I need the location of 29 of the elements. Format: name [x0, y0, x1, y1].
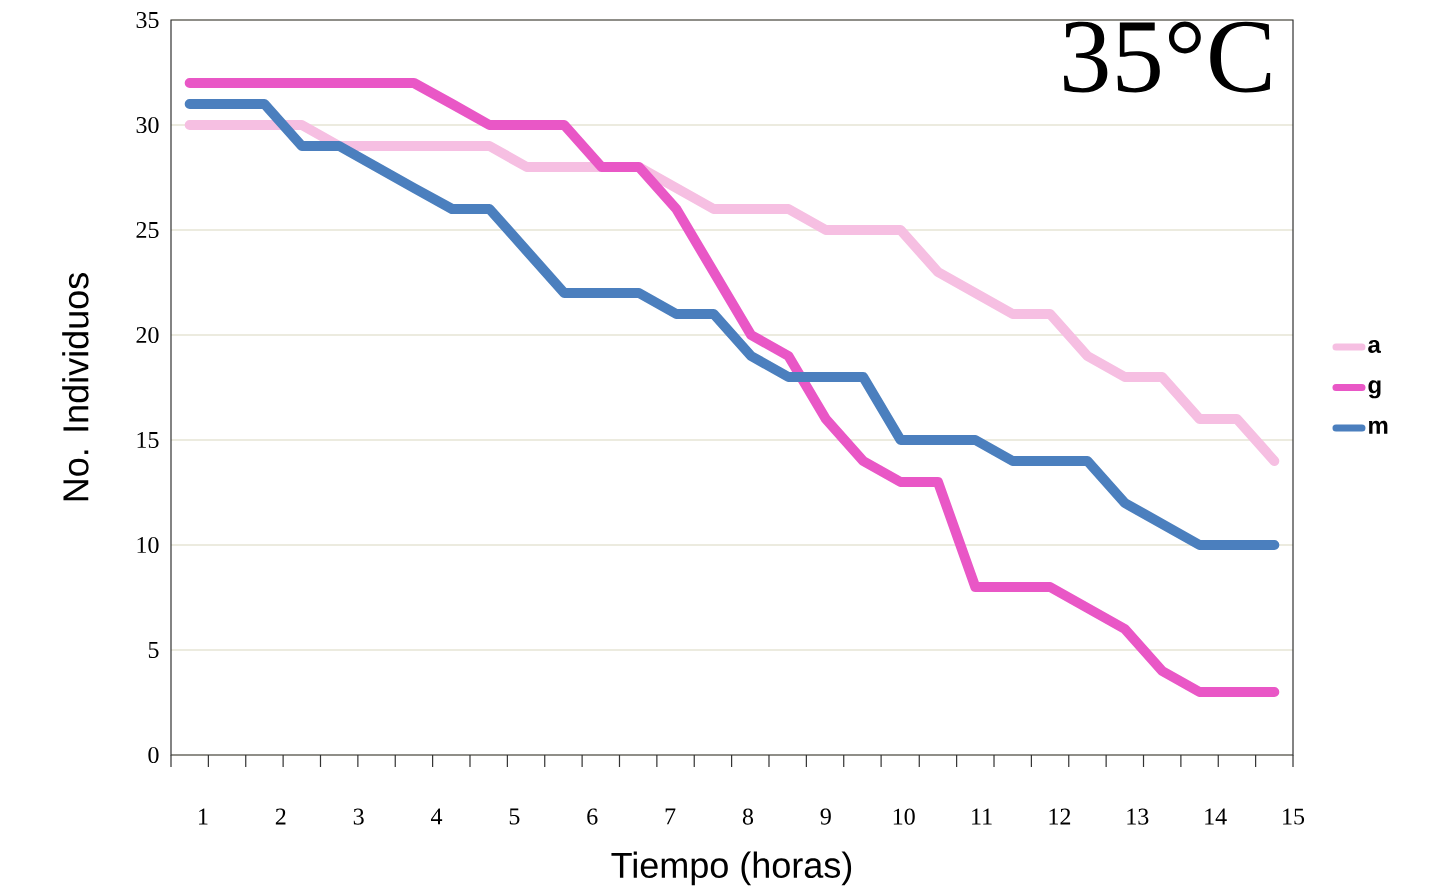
x-tick-label: 9 — [820, 808, 831, 825]
y-tick-label: 35 — [136, 11, 159, 29]
x-tick-label: 11 — [972, 808, 992, 825]
x-axis-title: Tiempo (horas) — [611, 851, 852, 886]
x-tick-label: 7 — [665, 808, 676, 825]
x-tick-label: 14 — [1205, 808, 1227, 825]
y-tick-label: 0 — [148, 746, 159, 764]
chart-title: 35°C — [1063, 21, 1271, 93]
legend-label: a — [1368, 339, 1381, 354]
y-tick-label: 10 — [137, 536, 159, 554]
y-tick-label: 15 — [137, 431, 159, 449]
x-tick-label: 10 — [893, 808, 915, 825]
x-tick-label: 3 — [353, 808, 364, 825]
x-tick-label: 5 — [509, 808, 520, 825]
x-tick-label: 1 — [199, 808, 208, 825]
x-tick-label: 4 — [430, 808, 443, 825]
x-tick-label: 15 — [1283, 808, 1305, 825]
x-tick-label: 8 — [742, 808, 754, 825]
y-tick-label: 30 — [136, 116, 159, 134]
x-tick-label: 13 — [1127, 808, 1149, 825]
legend-label: g — [1368, 380, 1381, 399]
y-axis-title: No. Individuos — [62, 273, 89, 501]
y-tick-label: 20 — [136, 326, 159, 344]
legend-label: m — [1369, 420, 1388, 434]
y-tick-label: 25 — [136, 221, 159, 239]
x-tick-label: 6 — [587, 808, 598, 825]
y-tick-label: 5 — [148, 642, 159, 658]
x-tick-label: 2 — [275, 808, 286, 825]
x-tick-label: 12 — [1049, 808, 1071, 825]
